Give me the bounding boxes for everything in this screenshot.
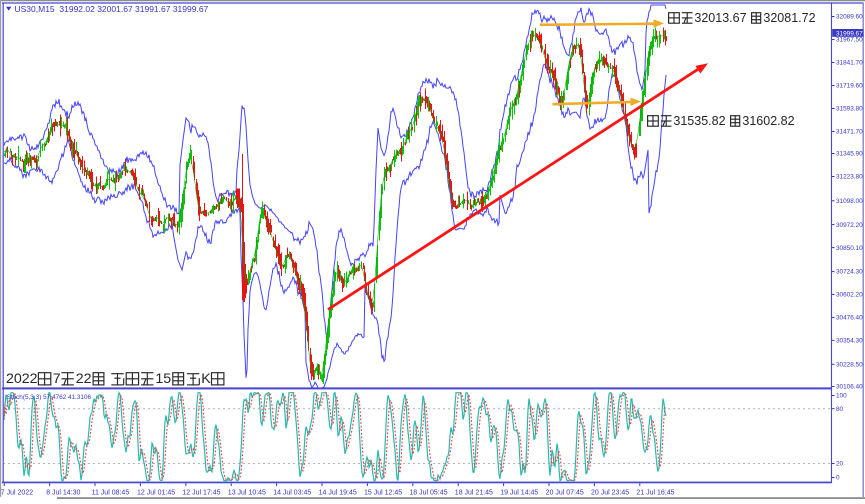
svg-text:K: K [201,371,211,387]
svg-text:32081.72: 32081.72 [763,11,815,25]
svg-text:18 Jul 21:45: 18 Jul 21:45 [455,490,493,497]
svg-text:11 Jul 08:45: 11 Jul 08:45 [92,490,130,497]
svg-text:14 Jul 19:45: 14 Jul 19:45 [319,490,357,497]
svg-text:32013.67: 32013.67 [694,11,746,25]
svg-text:30602.20: 30602.20 [836,292,863,299]
svg-text:31719.60: 31719.60 [836,83,863,90]
svg-text:2022: 2022 [6,371,38,387]
svg-text:32089.60: 32089.60 [836,14,863,21]
svg-text:31471.70: 31471.70 [836,129,863,136]
svg-text:14 Jul 03:45: 14 Jul 03:45 [273,490,311,497]
svg-text:31535.82: 31535.82 [673,114,725,128]
svg-text:30106.40: 30106.40 [836,384,863,391]
svg-text:22: 22 [76,371,92,387]
svg-text:13 Jul 10:45: 13 Jul 10:45 [228,490,266,497]
svg-text:12 Jul 01:45: 12 Jul 01:45 [137,490,175,497]
svg-text:15 Jul 12:45: 15 Jul 12:45 [364,490,402,497]
svg-text:30354.30: 30354.30 [836,338,863,345]
svg-text:7: 7 [53,371,61,387]
svg-text:18 Jul 05:45: 18 Jul 05:45 [409,490,447,497]
svg-text:20 Jul 07:45: 20 Jul 07:45 [546,490,584,497]
svg-text:31223.80: 31223.80 [836,174,863,181]
svg-text:31967.50: 31967.50 [836,37,863,44]
svg-text:12 Jul 17:45: 12 Jul 17:45 [182,490,220,497]
svg-text:80: 80 [836,406,844,413]
svg-text:Stoch(5,3,3) 57.4762 41.3106: Stoch(5,3,3) 57.4762 41.3106 [7,394,92,401]
svg-text:30972.20: 30972.20 [836,222,863,229]
svg-text:30476.40: 30476.40 [836,315,863,322]
svg-text:30228.50: 30228.50 [836,362,863,369]
svg-text:31593.80: 31593.80 [836,106,863,113]
svg-text:8 Jul 14:30: 8 Jul 14:30 [46,490,80,497]
svg-text:15: 15 [155,371,171,387]
svg-text:30850.10: 30850.10 [836,245,863,252]
svg-text:19 Jul 14:45: 19 Jul 14:45 [500,490,538,497]
svg-text:20 Jul 23:45: 20 Jul 23:45 [591,490,629,497]
svg-text:0: 0 [836,475,840,482]
svg-text:31602.82: 31602.82 [742,114,794,128]
svg-text:30724.30: 30724.30 [836,269,863,276]
svg-text:31345.90: 31345.90 [836,151,863,158]
svg-text:31098.00: 31098.00 [836,198,863,205]
svg-text:7 Jul 2022: 7 Jul 2022 [1,490,33,497]
svg-text:21 Jul 16:45: 21 Jul 16:45 [636,490,674,497]
svg-text:20: 20 [836,461,844,468]
svg-text:31999.67: 31999.67 [836,30,863,37]
svg-text:US30,M15 31992.02 32001.67 31: US30,M15 31992.02 32001.67 31991.67 3199… [15,4,209,14]
svg-text:31841.70: 31841.70 [836,60,863,67]
svg-text:100: 100 [836,393,847,400]
